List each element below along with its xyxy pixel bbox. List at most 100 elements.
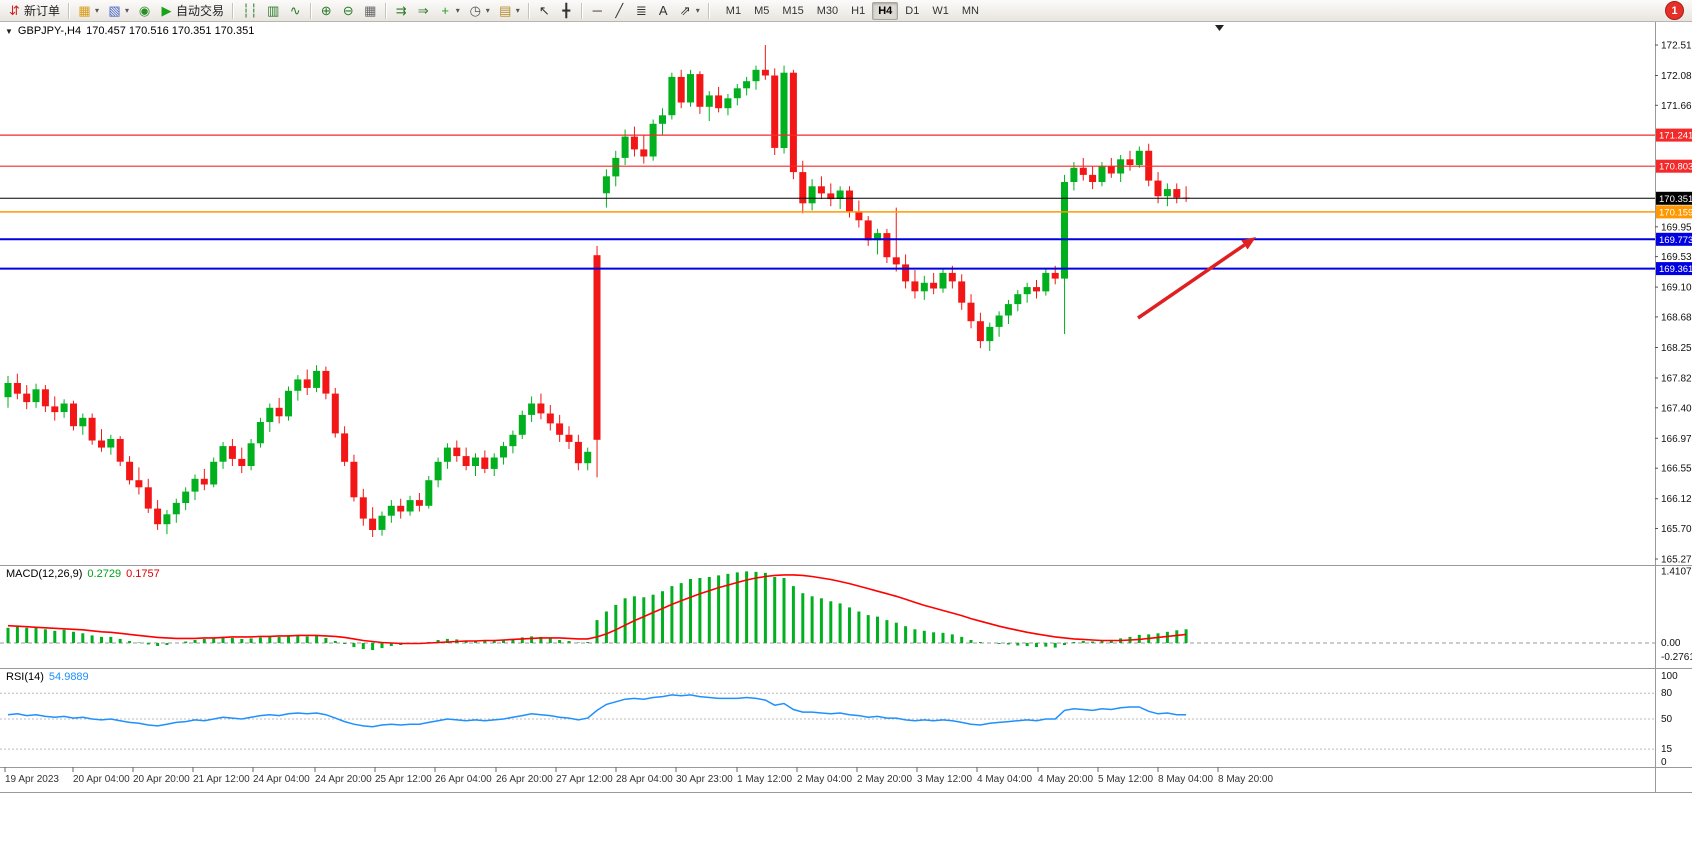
toolbar-separator [580, 2, 583, 19]
bull-candle-body [60, 403, 68, 412]
bear-candle-body [827, 193, 835, 200]
bear-candle-body [462, 456, 470, 466]
price-axis-label: 165.270 [1661, 555, 1692, 566]
trendline-tool-button[interactable]: ╱ [609, 1, 630, 21]
time-axis-label: 3 May 12:00 [917, 774, 972, 785]
cursor-button[interactable]: ↖ [534, 1, 555, 21]
indicators-button[interactable]: + ▾ [435, 1, 464, 21]
rsi-axis-label: 15 [1661, 744, 1673, 755]
toolbar-separator [232, 2, 235, 19]
macd-panel: 1.4107 0.00 -0.2761 [0, 566, 1692, 663]
annotation-layer [1137, 237, 1256, 320]
bull-candle-body [724, 98, 732, 109]
templates-button[interactable]: ▤ ▾ [495, 1, 524, 21]
rsi-axis-label: 80 [1661, 688, 1673, 699]
timeframe-button-d1[interactable]: D1 [905, 4, 920, 17]
chart-shift-button[interactable]: ⇒ [413, 1, 434, 21]
hline-tool-button[interactable]: ─ [587, 1, 608, 21]
timeframe-button-mn[interactable]: MN [961, 4, 979, 17]
bear-candle-body [13, 383, 21, 394]
timeframe-button-m30[interactable]: M30 [816, 4, 839, 17]
time-axis-label: 25 Apr 12:00 [375, 774, 432, 785]
new-order-button-label: 新订单 [24, 4, 61, 18]
trend-arrow-shaft[interactable] [1137, 243, 1246, 320]
zoom-in-button[interactable]: ⊕ [316, 1, 337, 21]
time-axis-label: 4 May 04:00 [977, 774, 1032, 785]
price-badge-text: 170.159 [1659, 207, 1692, 218]
arrow-shapes-icon: ⇗ [679, 3, 691, 18]
time-axis[interactable]: 19 Apr 2023 20 Apr 04:00 20 Apr 20:00 21 Ap… [4, 767, 1273, 785]
timeframe-button-m1[interactable]: M1 [725, 4, 742, 17]
rsi-axis-label: 50 [1661, 714, 1673, 725]
bull-candle-body [1098, 166, 1106, 182]
tile-windows-button[interactable]: ▦ [360, 1, 381, 21]
trend-arrow-head[interactable] [1241, 237, 1256, 250]
bar-chart-button[interactable]: ┆┆ [238, 1, 262, 21]
periods-button[interactable]: ◷ ▾ [465, 1, 494, 21]
scroll-to-end-marker[interactable] [1215, 25, 1224, 31]
new-order-button[interactable]: ⇵ 新订单 [4, 1, 64, 21]
time-axis-label: 1 May 12:00 [737, 774, 792, 785]
timeframe-button-m5[interactable]: M5 [754, 4, 770, 17]
new-chart-button[interactable]: ▦ ▾ [74, 1, 103, 21]
bull-candle-body [509, 434, 517, 447]
time-axis-label: 8 May 04:00 [1158, 774, 1213, 785]
timeframe-button-h4[interactable]: H4 [872, 1, 899, 20]
price-badge-169.773 [1656, 232, 1692, 246]
bear-candle-body [1051, 272, 1059, 279]
auto-scroll-icon: ⇉ [395, 3, 407, 18]
bear-candle-body [911, 281, 919, 292]
toolbar-separator [527, 2, 530, 19]
timeframe-button-w1[interactable]: W1 [932, 4, 949, 17]
bull-candle-body [612, 157, 620, 177]
arrows-tool-button[interactable]: ⇗ ▾ [675, 1, 704, 21]
bear-candle-body [23, 393, 31, 403]
autotrade-button[interactable]: ▶ 自动交易 [156, 1, 228, 21]
text-tool-button[interactable]: A [653, 1, 674, 21]
price-axis[interactable]: 172.510 172.080 171.660 169.950 169.530 169.1… [1655, 41, 1692, 566]
candle-chart-button[interactable]: ▥ [263, 1, 284, 21]
bear-candle-body [630, 136, 638, 150]
time-axis-label: 19 Apr 2023 [5, 774, 59, 785]
bull-candle-body [518, 414, 526, 435]
autotrade-button-label: 自动交易 [176, 4, 225, 18]
time-axis-label: 27 Apr 12:00 [556, 774, 613, 785]
horizontal-lines-layer [0, 134, 1655, 270]
bear-candle-body [817, 186, 825, 194]
notification-badge[interactable]: 1 [1665, 1, 1684, 20]
timeframe-button-m15[interactable]: M15 [782, 4, 804, 17]
zoom-out-button[interactable]: ⊖ [338, 1, 359, 21]
crosshair-button[interactable]: ╋ [556, 1, 577, 21]
chart-canvas[interactable]: 172.510 172.080 171.660 169.950 169.530 169.1… [0, 22, 1692, 852]
price-axis-label: 168.680 [1661, 312, 1692, 323]
bull-candle-body [1135, 150, 1143, 165]
price-axis-label: 167.400 [1661, 403, 1692, 414]
macd-min-label: -0.2761 [1661, 652, 1692, 663]
fibonacci-tool-button[interactable]: ≣ [631, 1, 652, 21]
clock-icon: ◷ [469, 3, 481, 18]
bull-candle-body [733, 88, 741, 99]
macd-zero-label: 0.00 [1661, 638, 1681, 649]
toolbar-separator [68, 2, 71, 19]
timeframe-button-h1[interactable]: H1 [851, 4, 866, 17]
bull-candle-body [294, 379, 302, 391]
bear-candle-body [41, 389, 49, 407]
time-axis-label: 28 Apr 04:00 [616, 774, 673, 785]
bear-candle-body [154, 508, 162, 525]
chart-area[interactable]: 172.510 172.080 171.660 169.950 169.530 169.1… [0, 22, 1692, 852]
profiles-button[interactable]: ▧ ▾ [104, 1, 133, 21]
auto-scroll-button[interactable]: ⇉ [391, 1, 412, 21]
bear-candle-body [892, 257, 900, 265]
line-chart-button[interactable]: ∿ [285, 1, 306, 21]
template-page-icon: ▤ [499, 3, 512, 18]
bear-candle-body [799, 172, 807, 204]
bear-candle-body [696, 74, 704, 107]
bear-candle-body [275, 407, 283, 417]
price-axis-label: 169.100 [1661, 283, 1692, 294]
macd-signal-line [7, 574, 1187, 645]
time-axis-label: 8 May 20:00 [1218, 774, 1273, 785]
zoom-in-icon: ⊕ [320, 3, 332, 18]
bull-candle-body [79, 417, 87, 427]
data-window-button[interactable]: ◉ [134, 1, 155, 21]
price-badge-169.361 [1656, 262, 1692, 276]
